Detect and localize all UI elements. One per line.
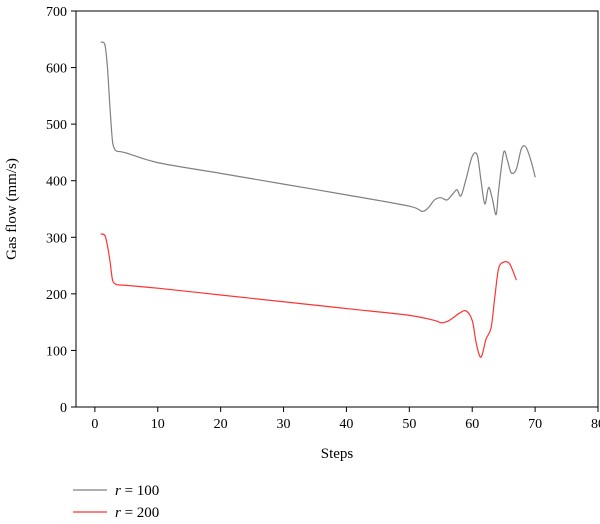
x-tick-label: 70 [528, 417, 542, 432]
legend-value: = 200 [121, 505, 159, 521]
y-tick-label: 500 [46, 118, 67, 133]
y-tick-label: 100 [46, 344, 67, 359]
x-tick-label: 80 [591, 417, 600, 432]
x-tick-label: 20 [214, 417, 228, 432]
x-tick-label: 10 [151, 417, 165, 432]
x-tick-label: 30 [277, 417, 291, 432]
legend-value: = 100 [121, 483, 159, 499]
x-tick-label: 50 [402, 417, 416, 432]
series-line-2 [100, 233, 517, 358]
tick-marks [71, 10, 599, 412]
axes [75, 10, 599, 408]
y-tick-label: 400 [46, 175, 67, 190]
legend-var: r [115, 505, 121, 521]
x-tick-label: 60 [465, 417, 479, 432]
legend-label-1: r = 100 [115, 483, 159, 499]
series-layer [100, 41, 536, 358]
x-axis-label: Steps [321, 446, 354, 462]
legend-label-2: r = 200 [115, 505, 159, 521]
series-line-1 [100, 41, 536, 216]
y-tick-label: 0 [60, 401, 67, 416]
y-tick-label: 200 [46, 288, 67, 303]
legend-var: r [115, 483, 121, 499]
y-axis-label: Gas flow (mm/s) [4, 158, 20, 260]
x-tick-label: 0 [91, 417, 98, 432]
y-tick-label: 600 [46, 62, 67, 77]
y-tick-label: 700 [46, 5, 67, 20]
x-tick-labels: 0 10 20 30 40 50 60 70 80 [91, 417, 600, 432]
y-tick-label: 300 [46, 231, 67, 246]
x-tick-label: 40 [339, 417, 353, 432]
y-tick-labels: 0 100 200 300 400 500 600 700 [46, 5, 67, 416]
plot-frame [75, 10, 599, 408]
